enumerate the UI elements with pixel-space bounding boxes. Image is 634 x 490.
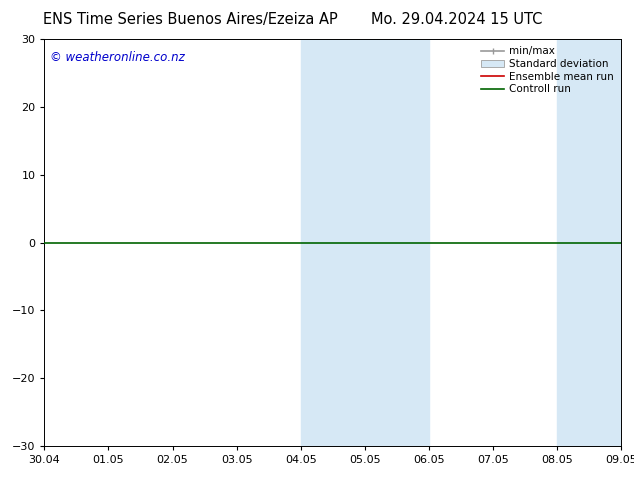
Bar: [365, 39, 429, 446]
Text: © weatheronline.co.nz: © weatheronline.co.nz: [50, 51, 185, 64]
Text: Mo. 29.04.2024 15 UTC: Mo. 29.04.2024 15 UTC: [371, 12, 542, 27]
Text: ENS Time Series Buenos Aires/Ezeiza AP: ENS Time Series Buenos Aires/Ezeiza AP: [43, 12, 337, 27]
Bar: [621, 39, 634, 446]
Legend: min/max, Standard deviation, Ensemble mean run, Controll run: min/max, Standard deviation, Ensemble me…: [479, 45, 616, 97]
Bar: [301, 39, 365, 446]
Bar: [557, 39, 621, 446]
